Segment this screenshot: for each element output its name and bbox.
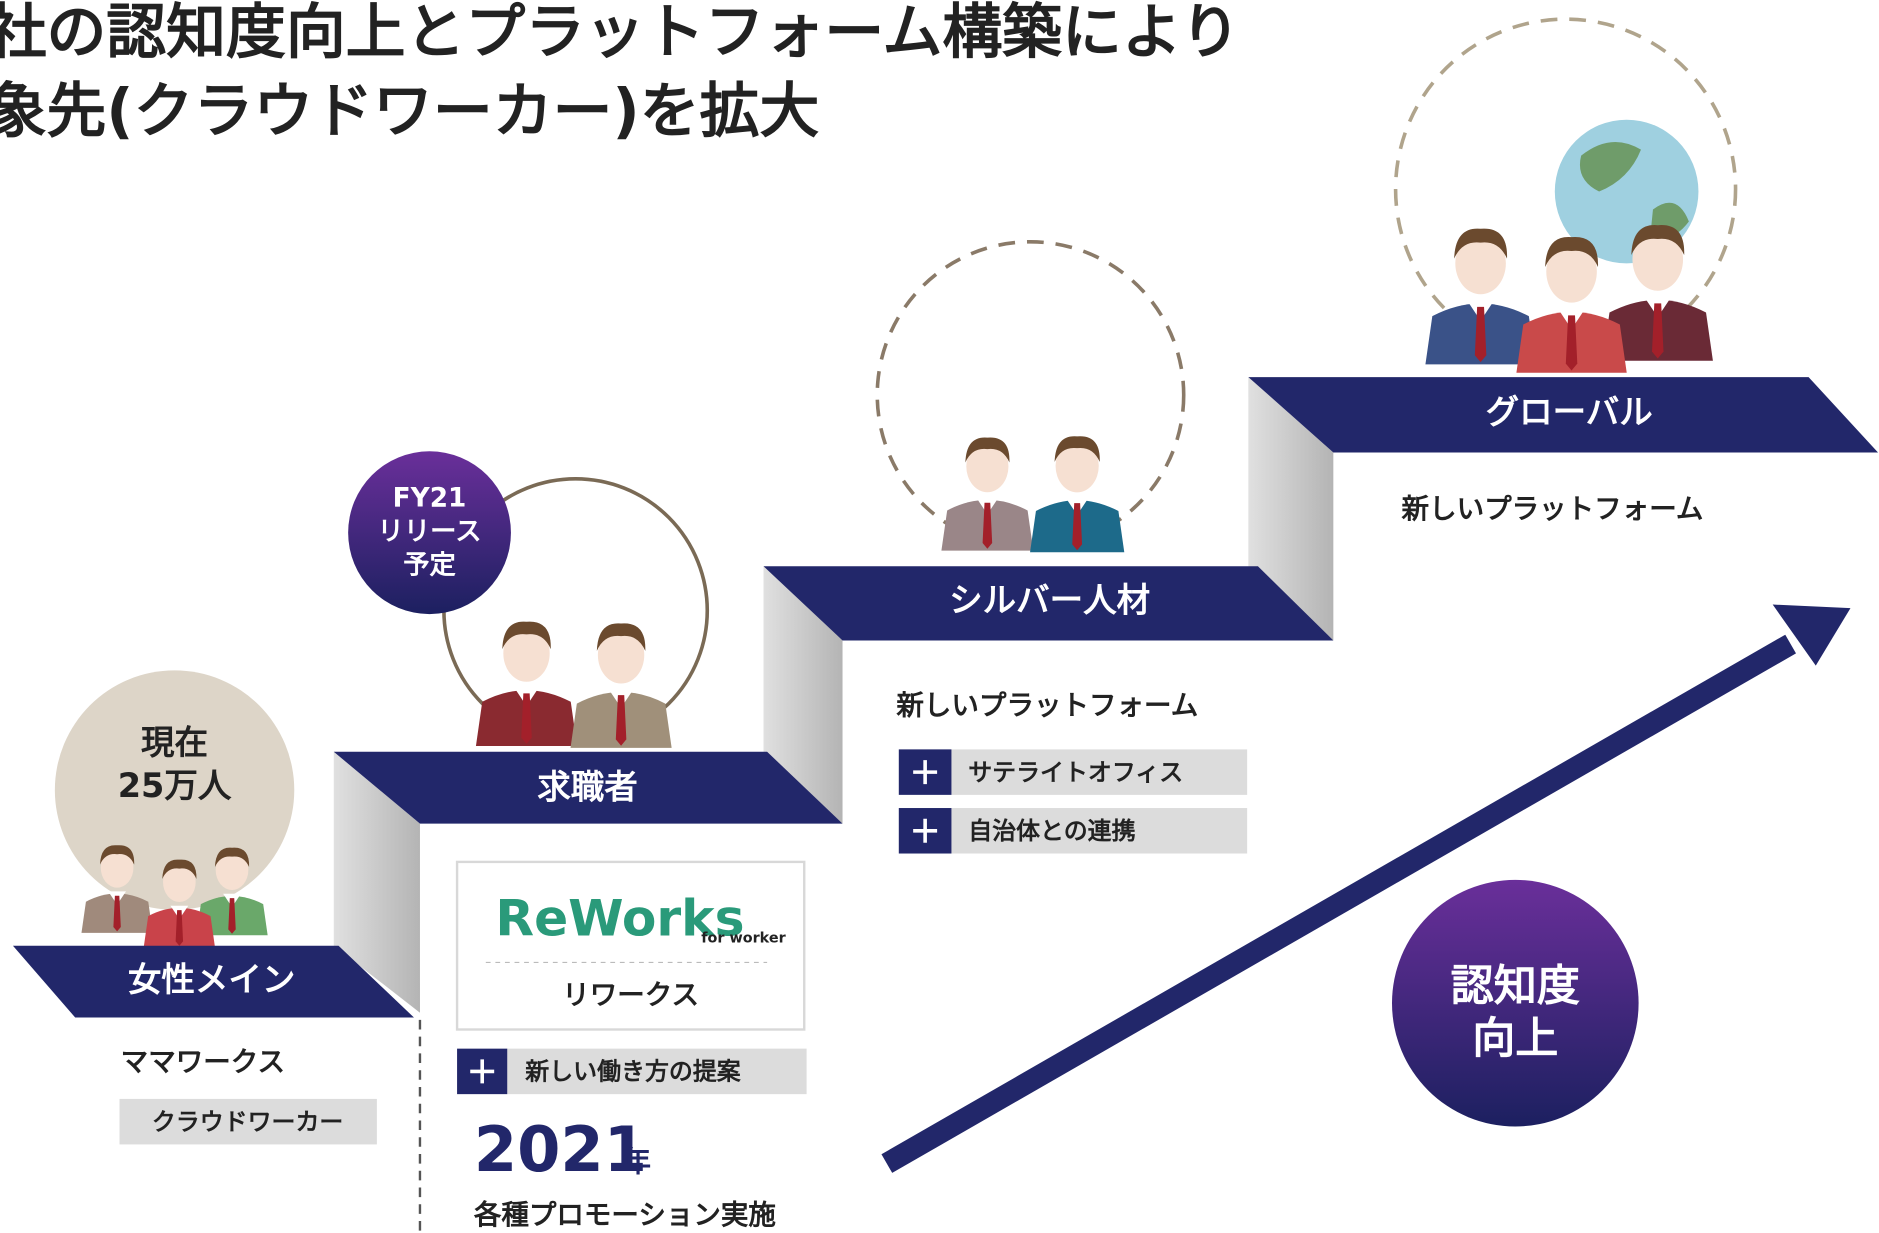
tag-text: 新しい働き方の提案 — [524, 1058, 741, 1086]
person-icon — [476, 622, 577, 746]
person-icon — [1425, 229, 1535, 365]
person-icon — [1030, 436, 1124, 552]
step-label: グローバル — [1486, 393, 1653, 432]
step-label: 女性メイン — [128, 960, 295, 999]
logo-sub: for worker — [701, 931, 786, 947]
title-line: 象先(クラウドワーカー)を拡大 — [0, 77, 819, 147]
step-label: 求職者 — [537, 767, 638, 806]
goal-text: 認知度 — [1451, 961, 1580, 1011]
goal-text: 向上 — [1472, 1014, 1558, 1064]
diagram: 社の認知度向上とプラットフォーム構築により 象先(クラウドワーカー)を拡大 現在… — [0, 0, 1879, 1233]
service-name: 新しいプラットフォーム — [895, 689, 1198, 721]
step-label: シルバー人材 — [949, 581, 1150, 620]
growth-arrow — [887, 644, 1791, 1164]
badge-text: リリース — [378, 517, 482, 547]
badge-text: 予定 — [403, 551, 456, 581]
person-icon — [571, 623, 672, 747]
page: html, body { margin: 0; padding: 0; widt… — [0, 0, 1879, 1233]
tag-text: 自治体との連携 — [968, 817, 1135, 845]
tag-text: クラウドワーカー — [152, 1108, 344, 1136]
note: 各種プロモーション実施 — [473, 1199, 777, 1231]
badge-text: 25万人 — [118, 766, 232, 805]
person-icon — [941, 438, 1033, 551]
badge-text: FY21 — [393, 484, 467, 514]
year: 2021 — [474, 1113, 647, 1186]
service-name: 新しいプラットフォーム — [1401, 493, 1704, 525]
tag-text: サテライトオフィス — [968, 758, 1183, 786]
badge-text: 現在 — [141, 723, 208, 762]
service-name: ママワークス — [121, 1046, 285, 1078]
title-line: 社の認知度向上とプラットフォーム構築により — [0, 0, 1240, 68]
halo — [877, 242, 1183, 548]
year-unit: 年 — [622, 1145, 651, 1179]
body: {"header": {"lines": ["社の認知度向上とプラットフォーム構… — [0, 0, 1879, 1233]
logo-caption: リワークス — [562, 979, 699, 1011]
